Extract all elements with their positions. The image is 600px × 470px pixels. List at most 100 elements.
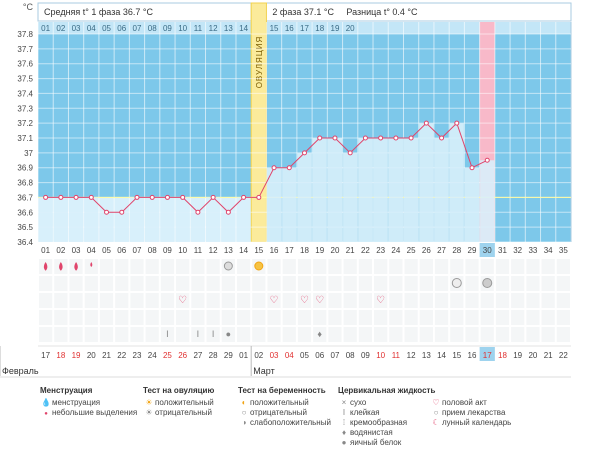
symbol-cell: [145, 310, 159, 325]
symbol-cell: [130, 259, 144, 274]
cycle-day-label: 35: [559, 246, 568, 255]
symbol-cell: [358, 293, 373, 308]
symbol-cell: [145, 259, 159, 274]
legend-pregnancy-test: Тест на беременность ◐ положительный ○ отр…: [238, 386, 331, 428]
symbol-cell: [39, 293, 53, 308]
cycle-day-label: 07: [133, 246, 142, 255]
cycle-day-label: 19: [315, 246, 324, 255]
legend-item: яичный белок: [350, 438, 402, 447]
symbol-cell: [297, 293, 312, 308]
symbol-cell: [297, 259, 312, 274]
symbol-cell: [556, 259, 570, 274]
symbol-cell: [343, 276, 357, 291]
symbol-cell: [145, 293, 159, 308]
symbol-cell: [343, 259, 357, 274]
phase1-average: Средняя t° 1 фаза 36.7 °C: [44, 7, 153, 17]
symbol-cell: [404, 293, 418, 308]
symbol-cell: [84, 293, 98, 308]
heart-icon: ♡: [270, 295, 279, 306]
symbol-cell: [511, 276, 525, 291]
sun-icon: ☀: [145, 398, 153, 407]
calendar-date-label: 29: [224, 351, 233, 360]
symbol-cell: [404, 259, 418, 274]
symbol-cell: [495, 327, 510, 342]
symbol-cell: [115, 310, 129, 325]
symbol-cell: [282, 327, 296, 342]
symbol-cell: [495, 310, 510, 325]
temperature-point: [408, 135, 414, 141]
temperature-column: [160, 197, 175, 242]
symbol-cell: [541, 293, 555, 308]
legend-title: Тест на беременность: [238, 386, 326, 395]
symbol-cell: [54, 327, 68, 342]
temperature-point: [241, 194, 247, 200]
symbol-cell: [252, 293, 266, 308]
top-day-label: 04: [87, 24, 96, 33]
temperature-point: [134, 194, 140, 200]
symbol-cell: [236, 259, 251, 274]
legend-item: кремообразная: [350, 418, 408, 427]
symbol-cell: [99, 259, 114, 274]
symbol-cell: [145, 327, 159, 342]
cycle-day-label: 21: [346, 246, 355, 255]
symbol-cell: [313, 293, 327, 308]
calendar-date-label: 04: [285, 351, 294, 360]
top-day-label: 12: [209, 24, 218, 33]
symbol-cell: [526, 259, 540, 274]
symbol-cell: [358, 327, 373, 342]
symbol-cell: [374, 259, 388, 274]
cycle-day-label: 29: [468, 246, 477, 255]
symbol-cell: [343, 327, 357, 342]
temperature-point: [484, 157, 490, 163]
temperature-point: [225, 209, 231, 215]
top-day-label: 18: [315, 24, 324, 33]
temperature-point: [210, 194, 216, 200]
temperature-column: [282, 167, 297, 242]
symbol-cell: [282, 310, 296, 325]
temperature-column: [190, 212, 206, 242]
symbol-cell: [434, 276, 449, 291]
symbol-cell: [84, 276, 98, 291]
temperature-column: [373, 138, 388, 242]
symbol-cell: [115, 259, 129, 274]
temperature-point: [332, 135, 338, 141]
symbol-cell: [389, 310, 403, 325]
calendar-date-label: 19: [72, 351, 81, 360]
symbol-cell: [358, 259, 373, 274]
symbol-cell: [556, 276, 570, 291]
temperature-column: [449, 123, 464, 242]
symbol-cell: [221, 293, 235, 308]
legend-item: лунный календарь: [442, 418, 512, 427]
symbol-cell: [541, 327, 555, 342]
symbol-cell: [54, 276, 68, 291]
symbol-cell: [480, 310, 494, 325]
symbol-cell: [115, 327, 129, 342]
temperature-point: [423, 120, 429, 126]
symbol-cell: [145, 276, 159, 291]
temperature-point: [43, 194, 49, 200]
cycle-day-label: 15: [254, 246, 263, 255]
symbol-cell: [69, 327, 83, 342]
calendar-date-label: 02: [254, 351, 263, 360]
calendar-date-label: 22: [117, 351, 126, 360]
temperature-point: [454, 120, 460, 126]
symbol-cell: [313, 310, 327, 325]
temperature-point: [73, 194, 79, 200]
symbol-cell: [115, 276, 129, 291]
drop-icon: [74, 262, 78, 271]
symbol-cell: [191, 259, 205, 274]
pill-icon: ○: [433, 408, 439, 417]
symbol-cell: [176, 276, 190, 291]
cycle-day-label: 14: [239, 246, 248, 255]
y-tick-label: 37: [24, 149, 33, 158]
symbol-cell: [374, 327, 388, 342]
temperature-point: [149, 194, 155, 200]
calendar-date-label: 07: [331, 351, 340, 360]
heart-icon: ♡: [376, 295, 385, 306]
cycle-day-label: 18: [300, 246, 309, 255]
symbol-cell: [130, 276, 144, 291]
calendar-date-label: 18: [56, 351, 65, 360]
y-tick-label: 37.5: [17, 75, 33, 84]
calendar-date-label: 17: [41, 351, 50, 360]
legend-title: Тест на овуляцию: [143, 386, 215, 395]
